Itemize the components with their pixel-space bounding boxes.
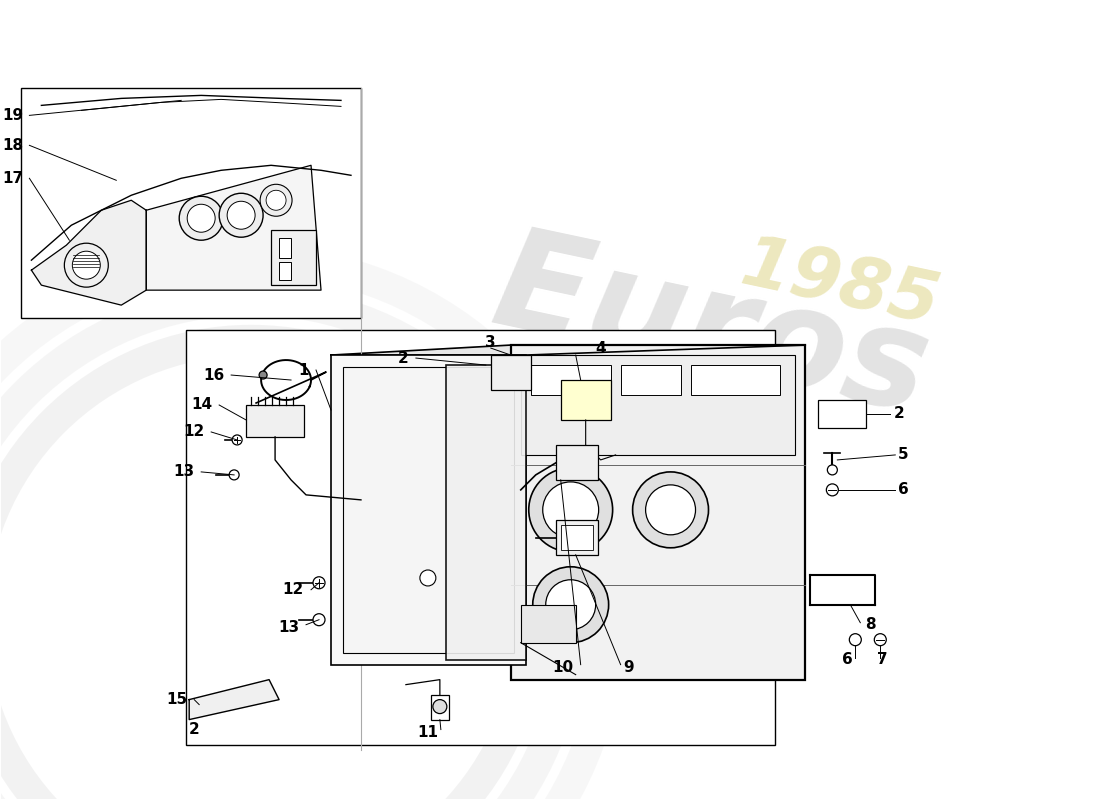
Bar — [431, 694, 449, 719]
Circle shape — [266, 190, 286, 210]
Circle shape — [874, 634, 887, 646]
Text: 10: 10 — [552, 660, 574, 675]
Bar — [556, 445, 597, 480]
Polygon shape — [146, 166, 321, 290]
Text: a passion: a passion — [553, 378, 808, 482]
Text: 9: 9 — [624, 660, 635, 675]
Bar — [446, 365, 526, 660]
Circle shape — [227, 202, 255, 230]
Bar — [510, 345, 805, 680]
Bar — [691, 365, 780, 395]
Text: 4: 4 — [596, 341, 606, 355]
Text: 12: 12 — [183, 425, 205, 439]
Text: 6: 6 — [899, 482, 909, 498]
Text: 1985: 1985 — [735, 230, 946, 340]
Bar — [246, 405, 304, 437]
Bar — [520, 355, 795, 455]
Circle shape — [260, 371, 267, 379]
Circle shape — [314, 614, 324, 626]
Bar — [561, 525, 593, 550]
Bar — [21, 89, 361, 318]
Circle shape — [260, 184, 293, 216]
Text: Euros: Euros — [481, 218, 939, 442]
Text: 19: 19 — [2, 108, 23, 123]
Text: 8: 8 — [865, 618, 876, 632]
Circle shape — [632, 472, 708, 548]
Circle shape — [542, 482, 598, 538]
Text: 6: 6 — [842, 652, 852, 667]
Bar — [279, 262, 292, 280]
Circle shape — [232, 435, 242, 445]
Text: 16: 16 — [202, 367, 224, 382]
Bar — [186, 330, 775, 745]
Text: 5: 5 — [899, 447, 909, 462]
Bar — [520, 605, 575, 642]
Circle shape — [433, 700, 447, 714]
Circle shape — [187, 204, 216, 232]
Polygon shape — [189, 680, 279, 719]
Circle shape — [65, 243, 108, 287]
Text: 17: 17 — [2, 170, 23, 186]
Circle shape — [314, 577, 324, 589]
Circle shape — [73, 251, 100, 279]
Text: 15: 15 — [166, 692, 187, 707]
Text: 2: 2 — [189, 722, 200, 737]
Circle shape — [646, 485, 695, 535]
Bar — [271, 230, 316, 285]
Text: 3: 3 — [485, 334, 496, 350]
Text: 11: 11 — [417, 725, 438, 740]
Text: 13: 13 — [173, 465, 195, 479]
Circle shape — [546, 580, 596, 630]
Polygon shape — [331, 345, 805, 355]
Bar — [279, 238, 292, 258]
Circle shape — [179, 196, 223, 240]
Circle shape — [826, 484, 838, 496]
Circle shape — [420, 570, 436, 586]
Bar — [343, 367, 514, 653]
Bar — [818, 400, 867, 428]
Text: 2: 2 — [398, 350, 409, 366]
Circle shape — [827, 465, 837, 475]
Text: 18: 18 — [2, 138, 23, 153]
Bar — [620, 365, 681, 395]
Polygon shape — [32, 200, 146, 305]
Text: 7: 7 — [877, 652, 888, 667]
Bar — [556, 520, 597, 554]
Bar — [491, 355, 530, 390]
Circle shape — [229, 470, 239, 480]
Text: 13: 13 — [278, 620, 299, 635]
Text: 14: 14 — [191, 398, 212, 413]
Bar — [331, 355, 526, 665]
Circle shape — [532, 566, 608, 642]
Bar — [561, 380, 610, 420]
Text: 1: 1 — [298, 362, 309, 378]
Circle shape — [219, 194, 263, 238]
Text: 12: 12 — [283, 582, 304, 598]
Circle shape — [529, 468, 613, 552]
Text: 2: 2 — [893, 406, 904, 422]
Bar — [530, 365, 610, 395]
Circle shape — [849, 634, 861, 646]
